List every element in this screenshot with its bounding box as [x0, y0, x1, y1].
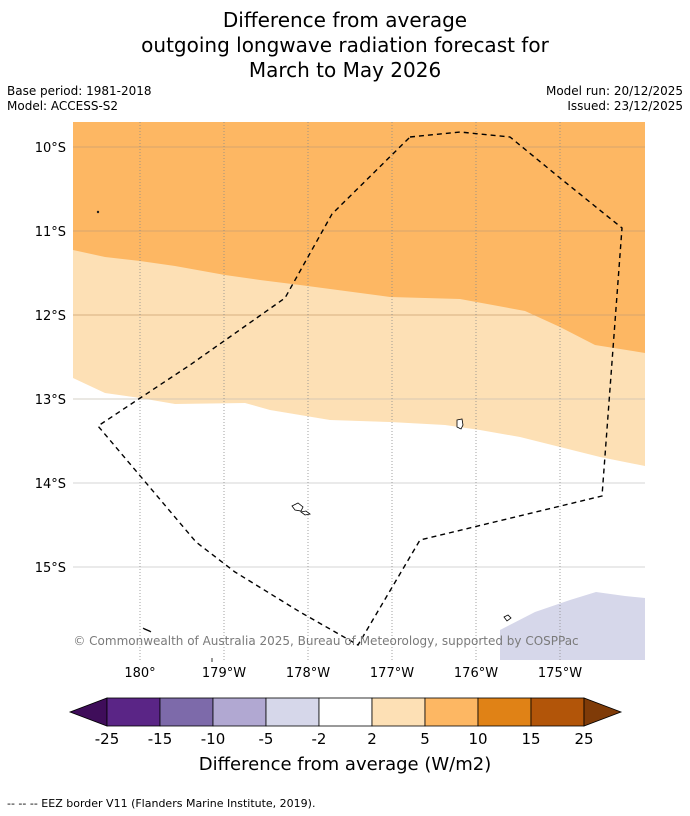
model-run: Model run: 20/12/2025	[545, 84, 683, 98]
colorbar-title: Difference from average (W/m2)	[199, 754, 491, 775]
colorbar-tick: 2	[367, 730, 377, 748]
lon-label-177w: 177°W	[370, 666, 414, 681]
colorbar-ticks: -25 -15 -10 -5 -2 2 5 10 15 25	[95, 730, 594, 748]
colorbar-bin-5-10	[424, 697, 479, 727]
colorbar-bin-2-5	[371, 697, 426, 727]
colorbar-tick: 25	[574, 730, 593, 748]
lon-labels: 180° 179°W 178°W 177°W 176°W 175°W	[124, 666, 582, 681]
colorbar-bin-minus5-minus2	[265, 697, 320, 727]
lon-label-179w: 179°W	[202, 666, 246, 681]
colorbar-tick: -2	[312, 730, 327, 748]
lat-label-11s: 11°S	[35, 225, 66, 240]
colorbar-bin-minus25-minus15	[106, 697, 161, 727]
colorbar-bin-minus10-minus5	[212, 697, 267, 727]
lon-label-175w: 175°W	[538, 666, 582, 681]
island-wallis-islet	[300, 510, 311, 516]
colorbar-tick: 10	[468, 730, 487, 748]
model-name: Model: ACCESS-S2	[7, 99, 119, 113]
colorbar-extend-high	[583, 697, 623, 727]
colorbar-bin-15-25	[530, 697, 585, 727]
eez-footnote: -- -- -- EEZ border V11 (Flanders Marine…	[7, 797, 316, 810]
title-line-2: outgoing longwave radiation forecast for	[141, 33, 549, 57]
colorbar-bin-10-15	[477, 697, 532, 727]
lat-label-13s: 13°S	[35, 393, 66, 408]
island-niuatoputapu	[456, 418, 464, 430]
island-dot	[96, 210, 100, 214]
band-5-to-10	[73, 122, 645, 353]
lat-label-14s: 14°S	[35, 477, 66, 492]
eez-border	[96, 131, 623, 646]
colorbar-extend-low	[68, 697, 108, 727]
lat-labels: 10°S 11°S 12°S 13°S 14°S 15°S	[35, 141, 66, 576]
colorbar-tick: -5	[259, 730, 274, 748]
lat-label-15s: 15°S	[35, 561, 66, 576]
title-line-3: March to May 2026	[248, 58, 442, 82]
colorbar-tick: -10	[201, 730, 226, 748]
colorbar-bin-minus2-2	[318, 697, 373, 727]
colorbar-bin-minus15-minus10	[159, 697, 214, 727]
islands	[96, 210, 512, 633]
lon-label-178w: 178°W	[286, 666, 330, 681]
meta-left: Base period: 1981-2018 Model: ACCESS-S2	[7, 84, 152, 114]
island-niuafoou	[503, 614, 512, 622]
lat-label-12s: 12°S	[35, 309, 66, 324]
base-period: Base period: 1981-2018	[7, 84, 152, 98]
chart-title: Difference from average outgoing longwav…	[0, 8, 690, 83]
colorbar-tick: 15	[521, 730, 540, 748]
island-wallis	[291, 502, 304, 512]
graticule	[73, 122, 645, 660]
band-minus5-to-minus2	[500, 592, 645, 660]
colorbar-tick: -15	[148, 730, 173, 748]
issued-date: Issued: 23/12/2025	[567, 99, 683, 113]
copyright-text: © Commonwealth of Australia 2025, Bureau…	[73, 634, 578, 648]
meta-right: Model run: 20/12/2025 Issued: 23/12/2025	[546, 84, 683, 114]
map-panel: © Commonwealth of Australia 2025, Bureau…	[73, 122, 645, 660]
lon-label-176w: 176°W	[454, 666, 498, 681]
colorbar-tick: -25	[95, 730, 120, 748]
lat-label-10s: 10°S	[35, 141, 66, 156]
island-futuna	[142, 627, 152, 633]
lon-label-180: 180°	[124, 666, 155, 681]
title-line-1: Difference from average	[222, 8, 468, 32]
colorbar-tick: 5	[420, 730, 430, 748]
colorbar	[68, 697, 623, 727]
